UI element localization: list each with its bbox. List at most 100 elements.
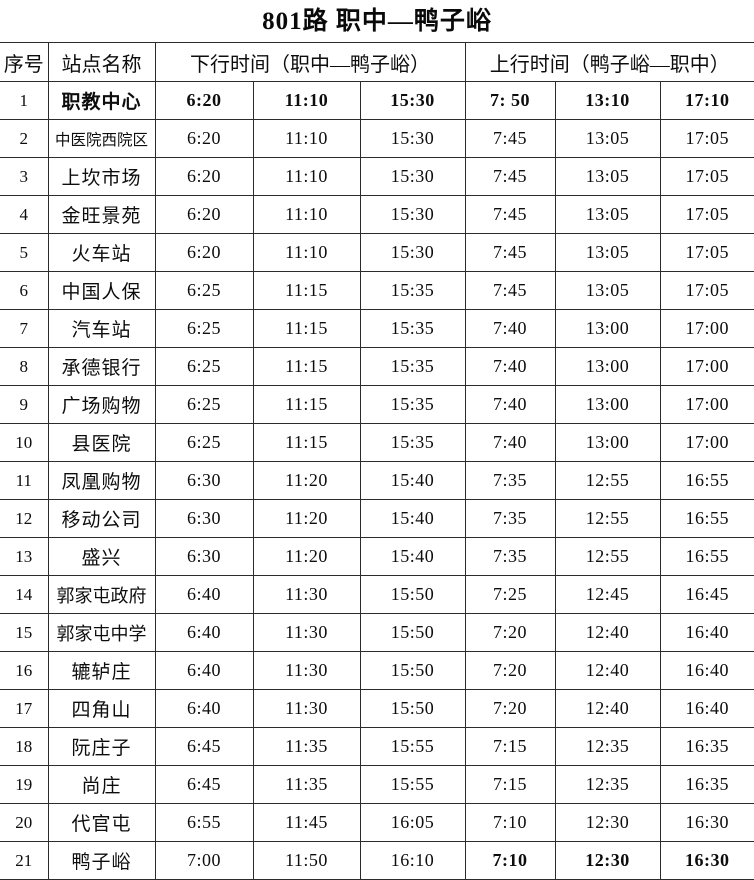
cell-downbound-time: 11:10 — [252, 81, 361, 120]
document-title-band: 801路 职中—鸭子峪 — [0, 0, 754, 42]
cell-downbound-time: 15:35 — [359, 309, 466, 348]
cell-stop-name: 上坎市场 — [47, 157, 156, 196]
cell-downbound-time: 6:40 — [154, 651, 254, 690]
cell-downbound-time: 16:10 — [359, 841, 466, 880]
cell-upbound-time: 7:10 — [464, 803, 556, 842]
cell-stop-name: 盛兴 — [47, 537, 156, 576]
cell-downbound-time: 15:35 — [359, 385, 466, 424]
cell-upbound-time: 16:55 — [659, 461, 754, 500]
cell-upbound-time: 13:00 — [554, 385, 661, 424]
table-row: 2 中医院西院区 6:20 11:10 15:30 7:45 13:05 17:05 — [0, 119, 754, 158]
cell-downbound-time: 7:00 — [154, 841, 254, 880]
cell-upbound-time: 12:40 — [554, 651, 661, 690]
cell-upbound-time: 13:05 — [554, 195, 661, 234]
cell-upbound-time: 12:55 — [554, 499, 661, 538]
cell-upbound-time: 7:45 — [464, 271, 556, 310]
cell-upbound-time: 17:00 — [659, 347, 754, 386]
cell-upbound-time: 16:40 — [659, 613, 754, 652]
cell-stop-name: 阮庄子 — [47, 727, 156, 766]
cell-downbound-time: 15:55 — [359, 765, 466, 804]
cell-downbound-time: 6:20 — [154, 195, 254, 234]
cell-stop-name: 郭家屯中学 — [47, 613, 156, 652]
cell-upbound-time: 7:45 — [464, 119, 556, 158]
cell-upbound-time: 17:00 — [659, 385, 754, 424]
table-body: 1 职教中心 6:20 11:10 15:30 7: 50 13:10 17:10 2 中医院西院… — [0, 81, 754, 880]
cell-downbound-time: 6:25 — [154, 423, 254, 462]
cell-sequence-number: 7 — [0, 309, 49, 348]
cell-upbound-time: 7:40 — [464, 347, 556, 386]
table-row: 16 辘轳庄 6:40 11:30 15:50 7:20 12:40 16:40 — [0, 651, 754, 690]
cell-downbound-time: 15:50 — [359, 689, 466, 728]
cell-downbound-time: 11:20 — [252, 499, 361, 538]
cell-upbound-time: 7:20 — [464, 689, 556, 728]
cell-sequence-number: 2 — [0, 119, 49, 158]
cell-stop-name: 职教中心 — [47, 81, 156, 120]
cell-stop-name: 县医院 — [47, 423, 156, 462]
page-title: 801路 职中—鸭子峪 — [262, 7, 492, 35]
cell-stop-name: 凤凰购物 — [47, 461, 156, 500]
cell-upbound-time: 12:45 — [554, 575, 661, 614]
cell-downbound-time: 6:40 — [154, 613, 254, 652]
cell-downbound-time: 11:30 — [252, 613, 361, 652]
cell-downbound-time: 15:50 — [359, 613, 466, 652]
cell-upbound-time: 16:55 — [659, 537, 754, 576]
column-header-sequence: 序号 — [0, 42, 49, 82]
cell-stop-name: 中医院西院区 — [47, 119, 156, 158]
cell-upbound-time: 12:40 — [554, 613, 661, 652]
cell-upbound-time: 7:35 — [464, 499, 556, 538]
cell-upbound-time: 7:15 — [464, 765, 556, 804]
cell-upbound-time: 7:45 — [464, 233, 556, 272]
column-header-upbound-times: 上行时间（鸭子峪—职中） — [464, 42, 754, 82]
cell-stop-name: 尚庄 — [47, 765, 156, 804]
cell-sequence-number: 10 — [0, 423, 49, 462]
cell-upbound-time: 7:20 — [464, 651, 556, 690]
cell-downbound-time: 11:30 — [252, 689, 361, 728]
table-row: 17 四角山 6:40 11:30 15:50 7:20 12:40 16:40 — [0, 689, 754, 728]
cell-downbound-time: 6:25 — [154, 309, 254, 348]
cell-downbound-time: 6:20 — [154, 157, 254, 196]
cell-downbound-time: 11:20 — [252, 537, 361, 576]
cell-downbound-time: 15:30 — [359, 233, 466, 272]
cell-downbound-time: 11:10 — [252, 157, 361, 196]
cell-downbound-time: 15:40 — [359, 499, 466, 538]
cell-downbound-time: 11:15 — [252, 347, 361, 386]
cell-upbound-time: 7:40 — [464, 423, 556, 462]
cell-sequence-number: 13 — [0, 537, 49, 576]
cell-upbound-time: 13:00 — [554, 309, 661, 348]
cell-stop-name: 汽车站 — [47, 309, 156, 348]
cell-downbound-time: 15:30 — [359, 157, 466, 196]
cell-upbound-time: 7:40 — [464, 385, 556, 424]
cell-upbound-time: 7:40 — [464, 309, 556, 348]
cell-downbound-time: 11:15 — [252, 385, 361, 424]
table-row: 11 凤凰购物 6:30 11:20 15:40 7:35 12:55 16:55 — [0, 461, 754, 500]
table-row: 8 承德银行 6:25 11:15 15:35 7:40 13:00 17:00 — [0, 347, 754, 386]
cell-upbound-time: 17:00 — [659, 309, 754, 348]
cell-upbound-time: 12:35 — [554, 727, 661, 766]
cell-downbound-time: 6:45 — [154, 727, 254, 766]
cell-downbound-time: 11:15 — [252, 271, 361, 310]
cell-sequence-number: 19 — [0, 765, 49, 804]
table-header-row: 序号 站点名称 下行时间（职中—鸭子峪） 上行时间（鸭子峪—职中） — [0, 42, 754, 82]
cell-stop-name: 郭家屯政府 — [47, 575, 156, 614]
cell-sequence-number: 20 — [0, 803, 49, 842]
cell-upbound-time: 13:00 — [554, 423, 661, 462]
cell-upbound-time: 7:35 — [464, 461, 556, 500]
cell-downbound-time: 15:30 — [359, 81, 466, 120]
cell-upbound-time: 16:35 — [659, 727, 754, 766]
cell-stop-name: 代官屯 — [47, 803, 156, 842]
cell-sequence-number: 4 — [0, 195, 49, 234]
cell-upbound-time: 16:40 — [659, 651, 754, 690]
cell-downbound-time: 6:20 — [154, 119, 254, 158]
cell-upbound-time: 16:30 — [659, 841, 754, 880]
cell-stop-name: 承德银行 — [47, 347, 156, 386]
cell-downbound-time: 15:55 — [359, 727, 466, 766]
cell-sequence-number: 12 — [0, 499, 49, 538]
cell-upbound-time: 13:00 — [554, 347, 661, 386]
cell-sequence-number: 6 — [0, 271, 49, 310]
cell-downbound-time: 15:35 — [359, 347, 466, 386]
cell-downbound-time: 6:20 — [154, 233, 254, 272]
cell-sequence-number: 3 — [0, 157, 49, 196]
cell-upbound-time: 17:05 — [659, 233, 754, 272]
cell-upbound-time: 7: 50 — [464, 81, 556, 120]
